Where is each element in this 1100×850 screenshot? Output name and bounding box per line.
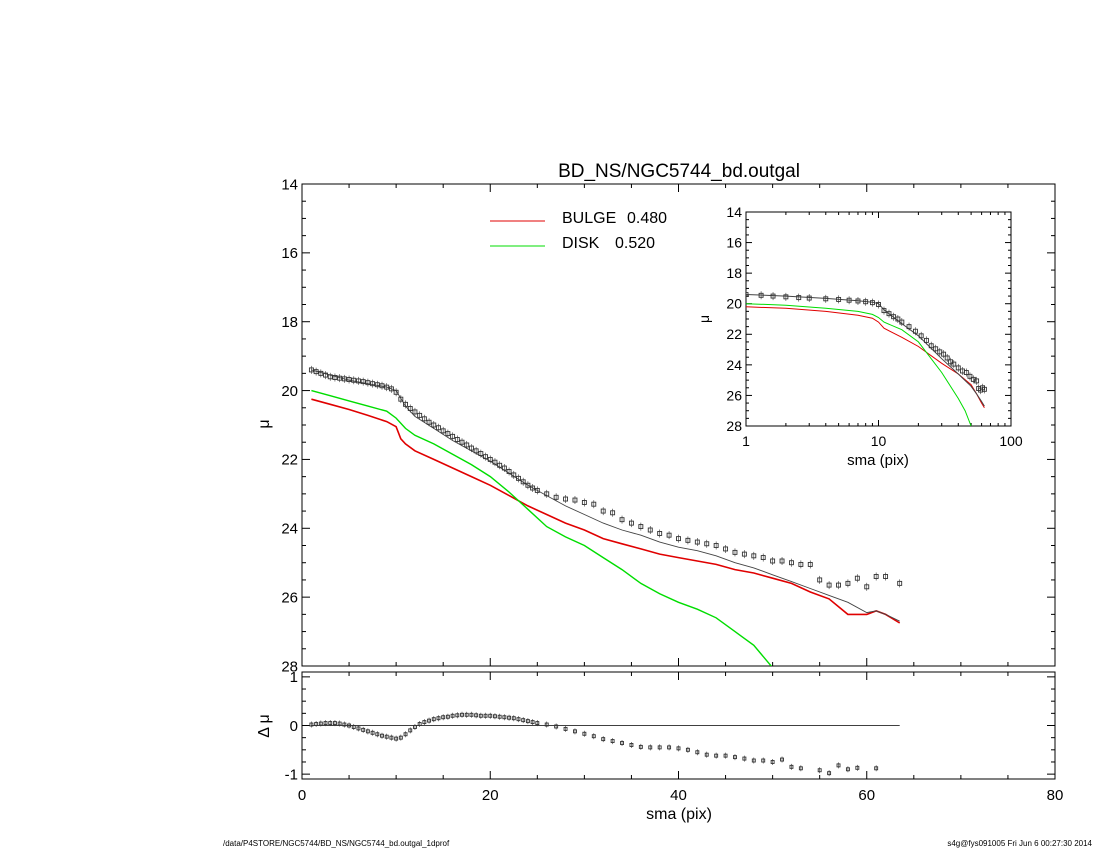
inset-x-ticks: 1 10 100 — [742, 212, 1023, 449]
inset-data-points — [746, 290, 987, 395]
main-chart-title: BD_NS/NGC5744_bd.outgal — [558, 161, 800, 182]
inset-y-tick-label: 28 — [726, 418, 742, 434]
residual-y-tick-label: -1 — [285, 766, 298, 783]
inset-model-line — [746, 294, 985, 407]
legend-bulge-value: 0.480 — [627, 210, 667, 227]
inset-y-axis-label: μ — [696, 315, 712, 323]
residual-plot-area — [309, 711, 900, 777]
residual-x-tick-label: 0 — [298, 787, 306, 804]
inset-disk-line — [746, 303, 972, 426]
inset-data-point — [746, 292, 749, 297]
residual-y-ticks: -1 0 1 — [285, 669, 1055, 783]
residual-plot-panel: 0 20 40 60 80-101 — [285, 669, 1064, 804]
inset-frame — [745, 211, 1012, 427]
main-model-line — [311, 369, 900, 622]
residual-x-tick-label: 20 — [482, 787, 499, 804]
residual-y-tick-label: 1 — [290, 669, 298, 686]
residual-y-axis-label: Δ μ — [256, 714, 273, 737]
inset-x-axis-label: sma (pix) — [847, 452, 909, 469]
residual-x-tick-label: 80 — [1047, 787, 1064, 804]
inset-y-ticks: 14 16 18 20 22 24 26 28 — [726, 204, 1011, 434]
main-plot-panel: 14 16 18 20 22 24 26 28 — [281, 176, 1056, 675]
main-disk-line — [311, 389, 773, 666]
main-data-points — [308, 365, 903, 591]
main-y-ticks: 14 16 18 20 22 24 26 28 — [281, 176, 1055, 675]
main-y-tick-label: 28 — [281, 658, 298, 675]
inset-plot-area — [746, 290, 987, 426]
main-y-tick-label: 20 — [281, 383, 298, 400]
main-y-tick-label: 22 — [281, 452, 298, 469]
main-y-tick-label: 18 — [281, 314, 298, 331]
inset-x-tick-label: 10 — [871, 433, 887, 449]
inset-y-tick-label: 22 — [726, 326, 742, 342]
inset-plot-panel: 1 10 100 14 16 18 20 22 24 26 28 — [726, 204, 1022, 449]
inset-bulge-line — [746, 306, 985, 408]
residual-x-axis-label: sma (pix) — [646, 806, 712, 823]
inset-x-tick-label: 100 — [999, 433, 1023, 449]
inset-y-tick-label: 24 — [726, 357, 742, 373]
inset-y-tick-label: 18 — [726, 265, 742, 281]
main-y-axis-label: μ — [256, 419, 273, 428]
main-x-ticks — [301, 184, 1056, 666]
main-y-tick-label: 16 — [281, 245, 298, 262]
inset-y-tick-label: 26 — [726, 387, 742, 403]
legend-disk-value: 0.520 — [615, 235, 655, 252]
residual-data-points — [309, 711, 879, 777]
residual-x-tick-label: 60 — [858, 787, 875, 804]
main-y-tick-label: 26 — [281, 589, 298, 606]
residual-y-tick-label: 0 — [290, 718, 298, 735]
footer-timestamp: s4g@fys091005 Fri Jun 6 00:27:30 2014 — [947, 839, 1092, 848]
legend-bulge-label: BULGE — [562, 210, 616, 227]
footer-file-path: /data/P4STORE/NGC5744/BD_NS/NGC5744_bd.o… — [223, 839, 450, 848]
main-bulge-line — [311, 398, 901, 624]
residual-x-ticks: 0 20 40 60 80 — [298, 672, 1064, 804]
legend: BULGE 0.480 DISK 0.520 — [490, 210, 667, 252]
inset-x-tick-label: 1 — [742, 433, 750, 449]
residual-x-tick-label: 40 — [670, 787, 687, 804]
main-plot-area — [308, 365, 903, 666]
main-y-tick-label: 24 — [281, 521, 298, 538]
inset-y-tick-label: 14 — [726, 204, 742, 220]
legend-disk-label: DISK — [562, 235, 600, 252]
main-y-tick-label: 14 — [281, 176, 298, 193]
inset-y-tick-label: 16 — [726, 234, 742, 250]
inset-y-tick-label: 20 — [726, 296, 742, 312]
